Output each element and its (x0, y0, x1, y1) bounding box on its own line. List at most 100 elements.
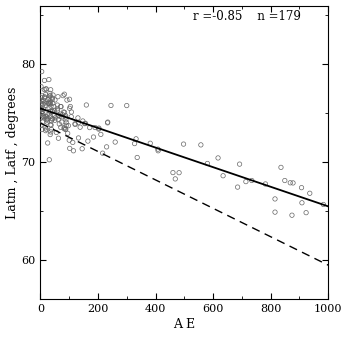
Point (62, 92, 67, 97)
Text: r =-0.85    n =179: r =-0.85 n =179 (193, 10, 301, 24)
Point (47, 101, 53, 107)
Point (62, 110, 68, 115)
Point (49, 116, 55, 122)
Point (76, 120, 81, 125)
Point (76, 135, 81, 141)
Point (43, 114, 48, 119)
Point (45, 118, 50, 123)
Point (67, 146, 72, 151)
Point (303, 210, 309, 215)
Point (235, 184, 240, 190)
Point (46, 101, 52, 106)
Point (55, 102, 60, 108)
Point (43, 92, 48, 97)
Point (84, 102, 89, 108)
Point (47, 93, 53, 99)
Point (40, 113, 46, 119)
Point (58, 125, 64, 130)
Point (58, 104, 64, 109)
Point (56, 113, 61, 118)
Point (272, 196, 278, 202)
Point (45, 112, 50, 117)
Point (39, 101, 44, 106)
Point (52, 118, 58, 123)
Point (52, 108, 57, 113)
Point (51, 104, 57, 109)
Point (47, 109, 53, 114)
Point (48, 103, 54, 109)
Point (70, 140, 76, 145)
Point (39, 110, 44, 116)
Point (50, 92, 56, 98)
Point (48, 122, 54, 128)
Point (41, 87, 47, 92)
Point (45, 140, 50, 146)
Point (67, 105, 72, 111)
Point (54, 130, 59, 135)
Point (49, 109, 55, 114)
Point (46, 96, 52, 101)
Point (42, 94, 47, 99)
Point (40, 111, 46, 116)
X-axis label: A E: A E (173, 318, 195, 332)
Point (148, 141, 153, 146)
Point (61, 125, 67, 130)
Point (44, 117, 49, 122)
Y-axis label: Latm , Latf , degrees: Latm , Latf , degrees (6, 86, 18, 219)
Point (69, 109, 74, 115)
Point (96, 125, 102, 131)
Point (63, 120, 69, 125)
Point (65, 131, 71, 136)
Point (243, 179, 249, 184)
Point (61, 109, 66, 115)
Point (173, 176, 178, 182)
Point (43, 86, 49, 92)
Point (47, 91, 53, 96)
Point (80, 118, 86, 124)
Point (47, 93, 52, 99)
Point (155, 147, 161, 152)
Point (55, 108, 60, 113)
Point (307, 191, 313, 196)
Point (43, 128, 48, 133)
Point (58, 111, 63, 117)
Point (46, 77, 52, 82)
Point (40, 108, 46, 114)
Point (96, 126, 102, 132)
Point (98, 132, 104, 137)
Point (72, 121, 78, 126)
Point (63, 123, 69, 128)
Point (44, 114, 49, 120)
Point (56, 135, 61, 141)
Point (59, 119, 65, 125)
Point (249, 178, 255, 183)
Point (39, 106, 44, 112)
Point (50, 96, 55, 102)
Point (220, 173, 226, 178)
Point (57, 114, 63, 119)
Point (46, 105, 52, 110)
Point (39, 93, 45, 98)
Point (48, 87, 54, 92)
Point (41, 114, 46, 119)
Point (43, 103, 49, 108)
Point (47, 132, 53, 137)
Point (62, 126, 67, 131)
Point (49, 127, 54, 132)
Point (45, 116, 50, 121)
Point (198, 142, 204, 148)
Point (79, 146, 85, 151)
Point (60, 93, 66, 98)
Point (45, 101, 50, 106)
Point (87, 125, 93, 130)
Point (65, 123, 71, 128)
Point (48, 114, 53, 119)
Point (49, 109, 55, 114)
Point (40, 106, 46, 112)
Point (71, 148, 76, 153)
Point (133, 136, 139, 142)
Point (272, 209, 278, 215)
Point (53, 115, 58, 121)
Point (105, 120, 110, 125)
Point (45, 97, 51, 102)
